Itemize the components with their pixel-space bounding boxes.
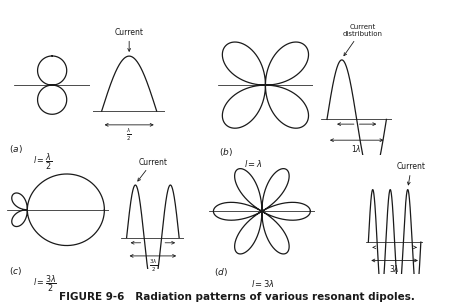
Text: Current: Current xyxy=(115,28,144,37)
Text: $\frac{\lambda}{2}$: $\frac{\lambda}{2}$ xyxy=(127,127,132,143)
Text: $(a)$: $(a)$ xyxy=(9,143,22,155)
Text: $(b)$: $(b)$ xyxy=(219,146,233,158)
Text: Current: Current xyxy=(138,158,167,167)
Text: Current: Current xyxy=(397,162,426,171)
Text: $3\lambda$: $3\lambda$ xyxy=(389,263,400,274)
Text: FIGURE 9-6   Radiation patterns of various resonant dipoles.: FIGURE 9-6 Radiation patterns of various… xyxy=(59,292,415,302)
Text: $l = \lambda$: $l = \lambda$ xyxy=(244,158,263,169)
Text: $(c)$: $(c)$ xyxy=(9,265,22,277)
Text: Current
distribution: Current distribution xyxy=(343,24,383,37)
Text: $\frac{3\lambda}{2}$: $\frac{3\lambda}{2}$ xyxy=(148,258,157,274)
Text: $(d)$: $(d)$ xyxy=(214,266,228,278)
Text: $l = \dfrac{\lambda}{2}$: $l = \dfrac{\lambda}{2}$ xyxy=(33,152,52,172)
Text: $l = \dfrac{3\lambda}{2}$: $l = \dfrac{3\lambda}{2}$ xyxy=(33,274,57,294)
Text: $l = 3\lambda$: $l = 3\lambda$ xyxy=(251,278,275,289)
Text: $1\lambda$: $1\lambda$ xyxy=(351,143,362,154)
